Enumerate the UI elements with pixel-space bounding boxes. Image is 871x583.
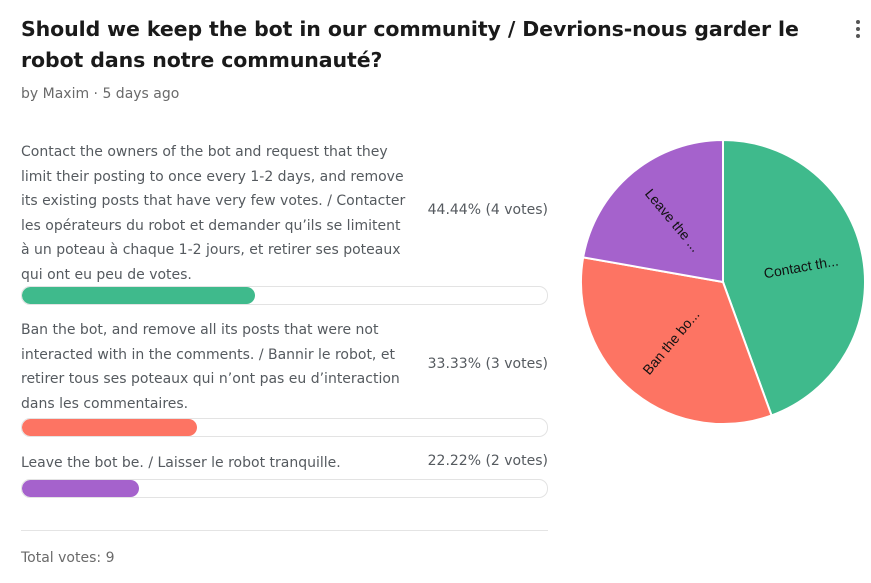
pie-slice[interactable] xyxy=(581,138,724,284)
option-result: 33.33% (3 votes) xyxy=(427,356,548,372)
result-bar xyxy=(21,286,548,305)
result-bar-fill xyxy=(22,419,197,436)
pie-slice[interactable] xyxy=(580,256,773,425)
result-bar-fill xyxy=(22,287,256,304)
option-text: Leave the bot be. / Laisser le robot tra… xyxy=(21,455,341,471)
total-votes-label: Total votes: xyxy=(21,550,102,566)
poll-option-leave: Leave the bot be. / Laisser le robot tra… xyxy=(21,451,548,501)
poll-option-contact: Contact the owners of the bot and reques… xyxy=(21,140,548,310)
divider xyxy=(21,530,548,531)
total-votes: Total votes: 9 xyxy=(21,550,115,566)
total-votes-value: 9 xyxy=(105,550,115,566)
poll-option-ban: Ban the bot, and remove all its posts th… xyxy=(21,318,548,440)
option-text: Contact the owners of the bot and reques… xyxy=(21,144,406,283)
option-text: Ban the bot, and remove all its posts th… xyxy=(21,322,400,412)
result-bar xyxy=(21,418,548,437)
results-pie-chart: Contact th...Ban the bo...Leave the ... xyxy=(580,138,866,425)
option-result: 44.44% (4 votes) xyxy=(427,202,548,218)
result-bar-fill xyxy=(22,480,139,497)
kebab-menu-icon[interactable] xyxy=(848,20,868,42)
result-bar xyxy=(21,479,548,498)
option-result: 22.22% (2 votes) xyxy=(427,453,548,469)
poll-meta: by Maxim · 5 days ago xyxy=(21,86,180,102)
pie-slice[interactable] xyxy=(722,138,866,417)
poll-title: Should we keep the bot in our community … xyxy=(21,17,799,72)
